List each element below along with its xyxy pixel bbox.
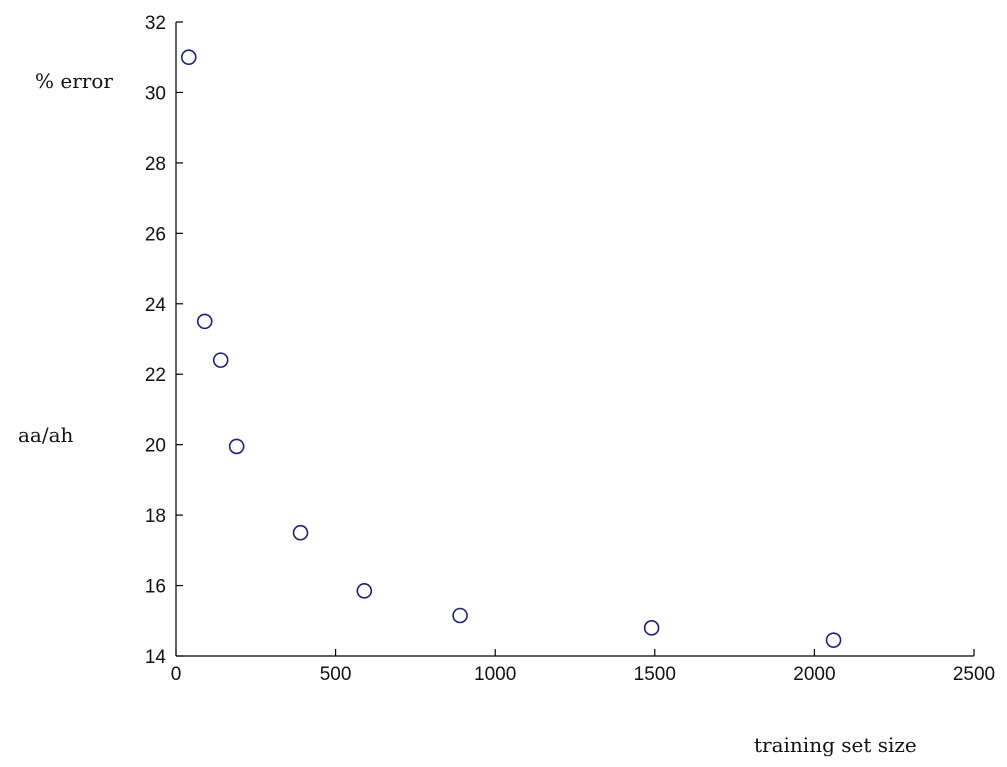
x-axis-label: training set size <box>754 733 917 757</box>
data-point <box>356 583 373 599</box>
data-point <box>825 632 842 648</box>
y-axis-label: % error <box>35 69 113 93</box>
y-tick-label: 14 <box>145 647 167 668</box>
y-tick-label: 20 <box>145 436 166 457</box>
y-tick-label: 16 <box>145 577 166 598</box>
data-point <box>228 438 245 455</box>
axes <box>175 22 974 657</box>
x-tick-label: 2000 <box>793 664 835 685</box>
y-tick-label: 26 <box>145 224 166 245</box>
y-tick-label: 18 <box>145 506 166 527</box>
x-tick-label: 1500 <box>634 664 676 685</box>
y-tick-label: 24 <box>145 295 167 316</box>
x-tick-label: 0 <box>171 664 182 685</box>
y-axis-label-secondary: aa/ah <box>18 423 74 447</box>
y-tick-label: 32 <box>145 13 166 34</box>
x-ticks: 0 500 1000 1500 2000 2500 <box>171 649 995 685</box>
y-ticks: 14 16 18 20 22 24 26 28 30 32 <box>145 13 183 668</box>
data-points <box>180 49 842 648</box>
data-point <box>452 607 468 624</box>
y-tick-label: 30 <box>145 83 166 104</box>
y-tick-label: 22 <box>145 365 166 386</box>
data-point <box>292 524 309 541</box>
x-tick-label: 1000 <box>474 664 516 685</box>
data-point <box>196 313 213 330</box>
x-tick-label: 2500 <box>953 664 995 685</box>
y-tick-label: 28 <box>145 154 166 175</box>
data-point <box>643 620 660 636</box>
data-point <box>180 49 197 66</box>
x-tick-label: 500 <box>320 664 352 685</box>
data-point <box>212 352 229 368</box>
